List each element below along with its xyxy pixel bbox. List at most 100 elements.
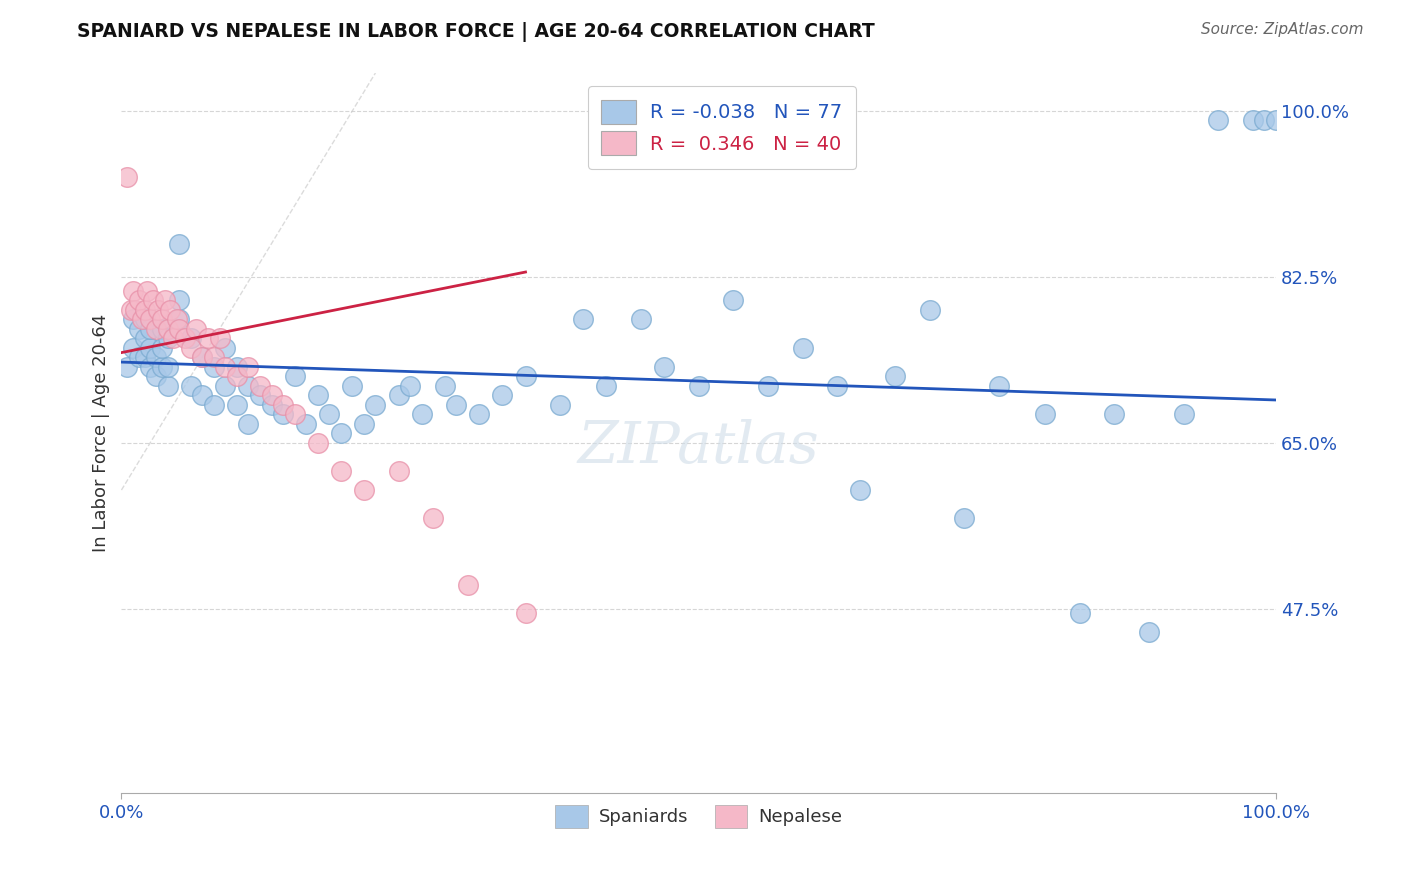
Point [918, 302, 941, 317]
Point [166, 312, 188, 326]
Point [884, 369, 907, 384]
Point [128, 322, 150, 336]
Point [167, 293, 190, 308]
Point [167, 312, 190, 326]
Point [364, 398, 387, 412]
Point [1137, 625, 1160, 640]
Point [756, 378, 779, 392]
Point [162, 331, 184, 345]
Point [202, 351, 225, 365]
Point [150, 312, 173, 326]
Text: Source: ZipAtlas.com: Source: ZipAtlas.com [1201, 22, 1364, 37]
Point [139, 312, 162, 326]
Point [238, 359, 260, 374]
Point [284, 369, 307, 384]
Point [688, 378, 710, 392]
Point [260, 388, 283, 402]
Point [191, 351, 214, 365]
Point [387, 388, 409, 402]
Point [284, 407, 307, 421]
Point [197, 331, 219, 345]
Point [225, 398, 247, 412]
Point [342, 378, 364, 392]
Point [411, 407, 433, 421]
Point [723, 293, 745, 308]
Point [849, 483, 872, 497]
Point [987, 378, 1010, 392]
Point [148, 302, 170, 317]
Point [214, 341, 236, 355]
Point [238, 417, 260, 431]
Legend: Spaniards, Nepalese: Spaniards, Nepalese [548, 798, 849, 835]
Point [515, 607, 537, 621]
Point [167, 322, 190, 336]
Point [825, 378, 848, 392]
Point [131, 312, 153, 326]
Point [457, 578, 479, 592]
Point [122, 284, 145, 298]
Point [134, 302, 156, 317]
Point [249, 378, 271, 392]
Point [128, 351, 150, 365]
Point [1206, 113, 1229, 128]
Point [238, 378, 260, 392]
Point [329, 426, 352, 441]
Point [139, 359, 162, 374]
Point [156, 322, 179, 336]
Point [208, 331, 231, 345]
Point [1069, 607, 1091, 621]
Point [134, 351, 156, 365]
Point [225, 369, 247, 384]
Point [191, 388, 214, 402]
Point [202, 398, 225, 412]
Point [139, 341, 162, 355]
Point [145, 369, 167, 384]
Point [307, 388, 329, 402]
Point [271, 398, 294, 412]
Point [134, 312, 156, 326]
Point [1104, 407, 1126, 421]
Point [595, 378, 617, 392]
Point [134, 331, 156, 345]
Point [572, 312, 595, 326]
Point [260, 398, 283, 412]
Point [1265, 113, 1288, 128]
Point [295, 417, 318, 431]
Point [271, 407, 294, 421]
Point [433, 378, 456, 392]
Text: ZIPatlas: ZIPatlas [578, 419, 820, 475]
Point [468, 407, 491, 421]
Point [387, 464, 409, 478]
Y-axis label: In Labor Force | Age 20-64: In Labor Force | Age 20-64 [93, 314, 110, 552]
Point [548, 398, 571, 412]
Point [180, 378, 202, 392]
Point [135, 284, 157, 298]
Point [159, 302, 181, 317]
Point [202, 359, 225, 374]
Point [1241, 113, 1264, 128]
Point [630, 312, 652, 326]
Point [214, 359, 236, 374]
Point [156, 378, 179, 392]
Point [139, 322, 162, 336]
Point [652, 359, 675, 374]
Point [186, 322, 208, 336]
Point [399, 378, 422, 392]
Point [115, 359, 138, 374]
Point [1033, 407, 1056, 421]
Point [122, 312, 145, 326]
Point [156, 359, 179, 374]
Point [214, 378, 236, 392]
Point [1253, 113, 1275, 128]
Point [174, 331, 197, 345]
Point [124, 302, 146, 317]
Point [122, 341, 145, 355]
Point [422, 511, 444, 525]
Point [150, 359, 173, 374]
Point [150, 341, 173, 355]
Point [150, 322, 173, 336]
Point [225, 359, 247, 374]
Point [142, 293, 165, 308]
Text: SPANIARD VS NEPALESE IN LABOR FORCE | AGE 20-64 CORRELATION CHART: SPANIARD VS NEPALESE IN LABOR FORCE | AG… [77, 22, 875, 42]
Point [953, 511, 976, 525]
